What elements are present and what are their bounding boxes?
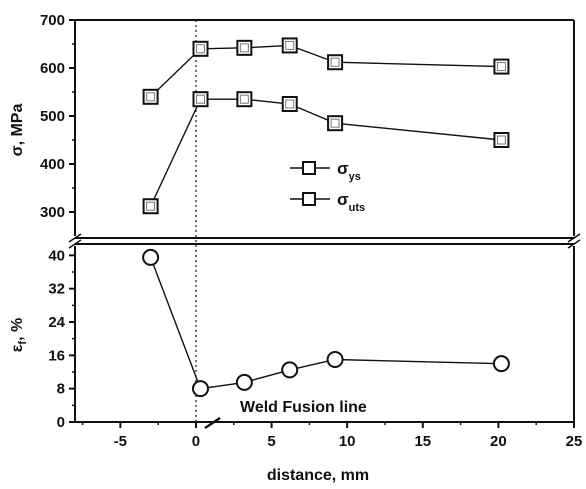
legend-label-main: σ: [337, 159, 349, 178]
legend-label-sub: ys: [349, 171, 361, 183]
y-tick-label: 400: [40, 156, 65, 173]
data-point-square: [327, 54, 344, 71]
y-tick-label: 0: [57, 414, 65, 431]
data-point-square-inner: [196, 44, 206, 54]
x-tick-label: -5: [114, 433, 127, 450]
legend-label: σuts: [337, 190, 365, 214]
data-point-square-inner: [330, 57, 340, 67]
data-point-square: [236, 39, 253, 56]
data-point-square: [493, 58, 510, 75]
legend-marker: [302, 192, 316, 206]
x-axis-title: distance, mm: [267, 467, 369, 484]
legend-label-sub: uts: [349, 202, 366, 214]
x-tick-label: 5: [267, 433, 275, 450]
data-point-square-inner: [196, 94, 206, 104]
data-point-circle: [281, 361, 299, 379]
data-point-square: [192, 91, 209, 108]
y-axis-title-elongation-sub: f: [17, 341, 29, 345]
y-axis-title-elongation-rest: , %: [9, 318, 26, 341]
y-tick-label: 700: [40, 12, 65, 29]
y-tick-label: 16: [48, 347, 65, 364]
y-tick-label: 500: [40, 108, 65, 125]
data-point-square-inner: [285, 40, 295, 50]
data-point-square: [236, 91, 253, 108]
y-tick-label: 24: [48, 314, 65, 331]
data-point-circle: [326, 351, 344, 368]
y-tick-label: 300: [40, 204, 65, 221]
data-point-square-inner: [496, 62, 506, 72]
y-tick-label: 40: [48, 247, 65, 264]
fusion-line-annotation: Weld Fusion line: [204, 399, 367, 430]
axis-break-slash: [68, 233, 82, 243]
y-axis-title-stress: σ, MPa: [9, 104, 26, 157]
data-point-square-inner: [239, 94, 249, 104]
data-point-square-inner: [239, 43, 249, 53]
data-point-square-inner: [285, 99, 295, 109]
annotation-leader: [204, 416, 221, 430]
data-point-circle: [492, 355, 510, 373]
legend-label: σys: [337, 159, 361, 183]
data-point-circle: [235, 373, 253, 391]
series-line-stress-0: [149, 98, 502, 207]
data-point-square: [327, 115, 344, 132]
ticks-layer: -5 0 5 10 15 20 25 300 400 500 600 700 0 8 16 24 32 40: [40, 12, 582, 450]
data-point-square: [281, 37, 298, 54]
data-point-square: [142, 88, 159, 105]
y-tick-label: 8: [57, 381, 65, 398]
axis-break-slash: [68, 239, 82, 249]
x-tick-label: 10: [339, 433, 356, 450]
data-point-square-inner: [330, 118, 340, 128]
y-tick-label: 32: [48, 281, 65, 298]
series-layer: [142, 37, 510, 398]
data-point-square-inner: [146, 92, 156, 102]
axis-break-gap: [65, 236, 584, 246]
x-tick-label: 25: [566, 433, 583, 450]
data-point-circle: [142, 248, 160, 266]
y-tick-label: 600: [40, 60, 65, 77]
annotation-text: Weld Fusion line: [240, 399, 367, 416]
series-line-stress-1: [150, 44, 502, 98]
y-axis-title-elongation-main: ε: [9, 344, 26, 352]
axis-break-slash: [567, 239, 581, 249]
data-point-square: [281, 96, 298, 112]
legend-marker: [302, 161, 316, 175]
data-point-square-inner: [146, 201, 156, 211]
x-tick-label: 15: [414, 433, 431, 450]
y-axis-title-elongation: εf, %: [9, 318, 29, 352]
data-point-square: [142, 198, 159, 215]
data-point-square: [493, 132, 510, 148]
x-tick-label: 20: [490, 433, 507, 450]
axis-break-slash: [567, 233, 581, 243]
data-point-circle: [192, 380, 210, 398]
x-tick-label: 0: [192, 433, 200, 450]
data-point-square: [192, 40, 209, 57]
data-point-square-inner: [496, 135, 506, 145]
legend-label-main: σ: [337, 190, 349, 209]
series-line-elongation-0: [149, 257, 502, 390]
